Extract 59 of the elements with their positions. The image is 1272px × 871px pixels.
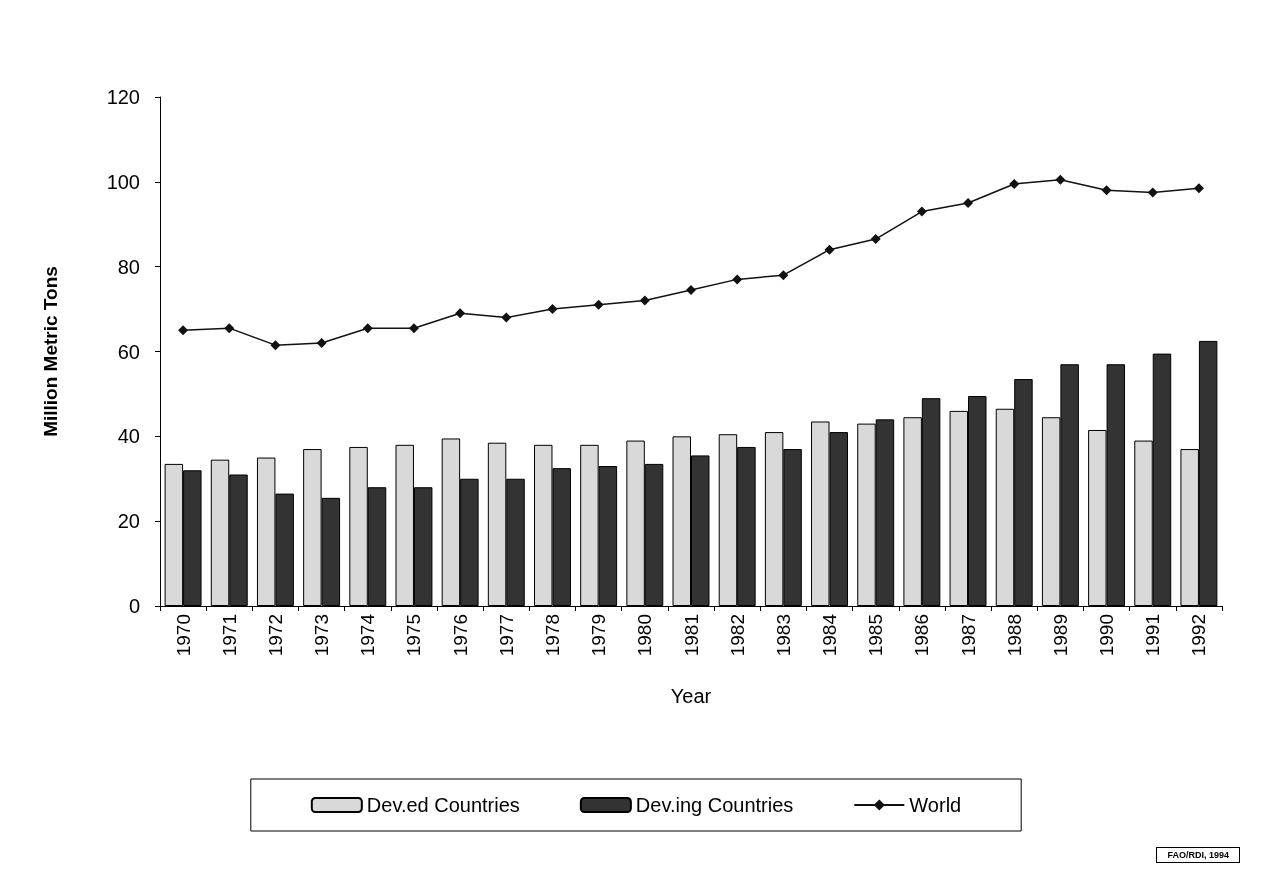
y-tick-label: 60 bbox=[117, 340, 140, 363]
point bbox=[593, 299, 604, 310]
point bbox=[1101, 185, 1112, 196]
x-tick-label: 1976 bbox=[449, 614, 471, 657]
x-tick-label: 1972 bbox=[264, 614, 286, 657]
point bbox=[501, 312, 512, 323]
point bbox=[1009, 178, 1020, 189]
x-tick-label: 1983 bbox=[772, 614, 794, 657]
point bbox=[870, 234, 881, 245]
legend-label: Dev.ed Countries bbox=[366, 794, 520, 816]
x-tick-label: 1992 bbox=[1188, 614, 1210, 657]
point bbox=[824, 244, 835, 255]
point bbox=[547, 304, 558, 315]
point bbox=[732, 274, 743, 285]
text: FAO/RDI, 1994 bbox=[1156, 847, 1240, 863]
x-tick-label: 1974 bbox=[357, 613, 379, 657]
point bbox=[270, 340, 281, 351]
y-tick-label: 0 bbox=[128, 595, 140, 617]
y-axis-title: Million Metric Tons bbox=[40, 266, 61, 437]
y-tick-label: 40 bbox=[117, 425, 140, 448]
x-tick-label: 1990 bbox=[1096, 614, 1118, 657]
x-tick-label: 1991 bbox=[1142, 614, 1164, 657]
x-tick-label: 1986 bbox=[911, 614, 933, 657]
x-tick-label: 1975 bbox=[403, 614, 425, 657]
point bbox=[224, 323, 235, 334]
point bbox=[686, 285, 696, 295]
x-tick-label: 1980 bbox=[634, 614, 656, 657]
point bbox=[362, 323, 373, 334]
x-tick-label: 1988 bbox=[1003, 614, 1025, 657]
x-tick-label: 1973 bbox=[311, 614, 333, 657]
x-tick-label: 1987 bbox=[957, 614, 979, 657]
x-tick-label: 1971 bbox=[218, 614, 240, 657]
x-tick-label: 1977 bbox=[495, 614, 517, 657]
x-tick-label: 1982 bbox=[726, 614, 748, 657]
point bbox=[1055, 174, 1066, 185]
point bbox=[639, 295, 650, 306]
y-tick-label: 100 bbox=[106, 170, 140, 193]
x-tick-label: 1985 bbox=[865, 614, 887, 657]
x-axis-title: Year bbox=[670, 685, 712, 707]
x-tick-label: 1989 bbox=[1049, 614, 1071, 657]
point bbox=[963, 198, 974, 209]
point bbox=[916, 206, 927, 217]
point bbox=[778, 270, 789, 281]
x-tick-label: 1970 bbox=[172, 614, 194, 657]
x-tick-label: 1979 bbox=[588, 614, 610, 657]
x-tick-label: 1984 bbox=[819, 613, 841, 657]
point bbox=[316, 338, 327, 349]
point bbox=[455, 308, 466, 319]
legend-label: World bbox=[909, 794, 962, 816]
y-tick-label: 20 bbox=[117, 510, 140, 533]
point bbox=[1147, 187, 1158, 198]
point bbox=[1193, 183, 1204, 194]
y-tick-label: 80 bbox=[117, 255, 140, 278]
legend-label: Dev.ing Countries bbox=[635, 794, 794, 816]
point bbox=[178, 325, 189, 336]
point bbox=[408, 323, 419, 334]
x-tick-label: 1981 bbox=[680, 614, 702, 657]
y-tick-label: 120 bbox=[106, 86, 140, 108]
x-tick-label: 1978 bbox=[541, 614, 563, 657]
